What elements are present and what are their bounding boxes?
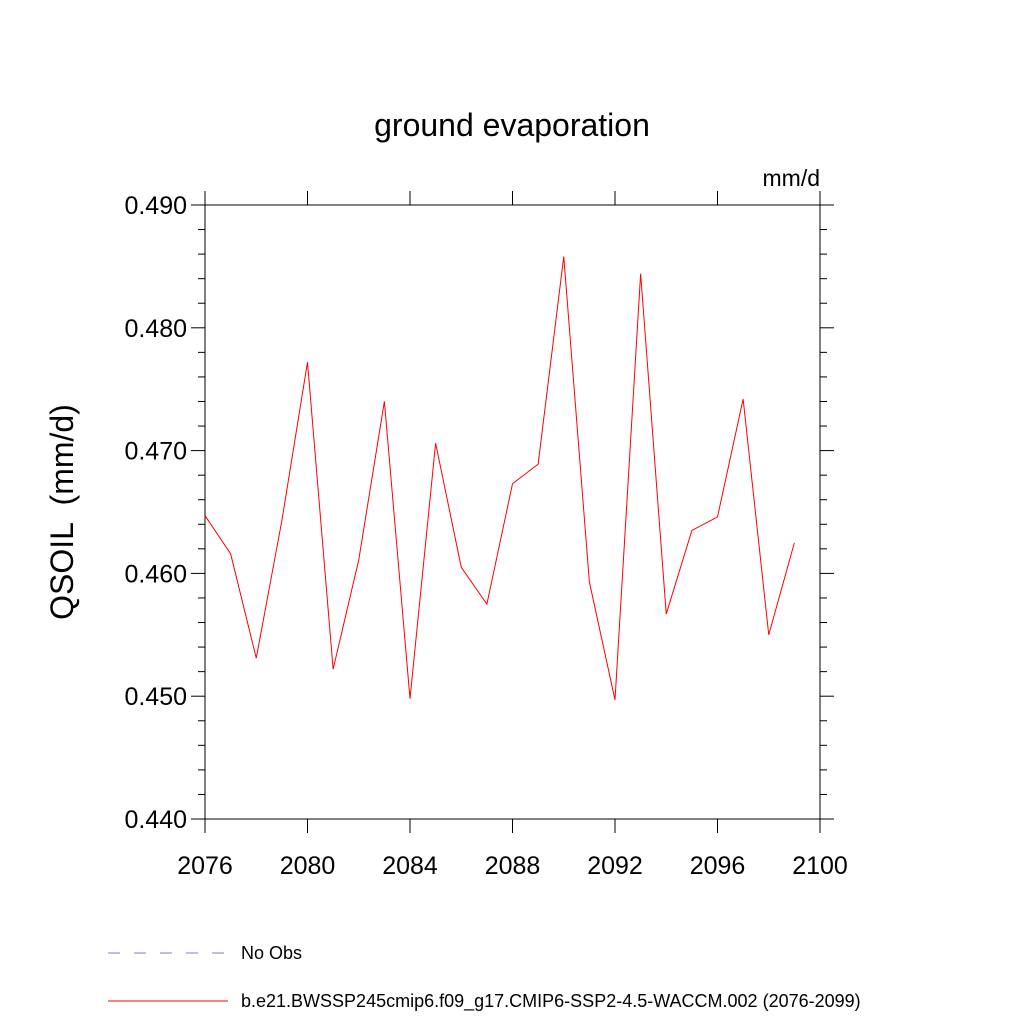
units-label: mm/d (763, 165, 821, 191)
chart-title: ground evaporation (374, 107, 650, 143)
x-tick-label: 2076 (177, 852, 233, 880)
x-tick-label: 2080 (280, 852, 336, 880)
x-tick-label: 2100 (792, 852, 848, 880)
x-tick-label: 2088 (485, 852, 541, 880)
series-line (204, 256, 795, 700)
y-tick-labels: 0.440 0.450 0.460 0.470 0.480 0.490 (124, 192, 187, 834)
tick-marks (191, 191, 834, 833)
y-tick-label: 0.470 (124, 438, 187, 466)
legend: No Obs b.e21.BWSSP245cmip6.f09_g17.CMIP6… (108, 943, 861, 1012)
y-tick-label: 0.440 (124, 806, 187, 834)
legend-label-no-obs: No Obs (241, 943, 302, 963)
plot-frame (204, 204, 821, 820)
y-tick-label: 0.490 (124, 192, 187, 220)
y-tick-label: 0.450 (124, 683, 187, 711)
y-tick-label: 0.480 (124, 315, 187, 343)
x-tick-label: 2092 (587, 852, 643, 880)
x-tick-labels: 2076 2080 2084 2088 2092 2096 2100 (177, 852, 848, 880)
y-tick-label: 0.460 (124, 560, 187, 588)
x-tick-label: 2096 (690, 852, 746, 880)
x-tick-label: 2084 (382, 852, 438, 880)
series-layer (204, 256, 795, 700)
y-axis-label: QSOIL (mm/d) (44, 404, 80, 620)
legend-label-model: b.e21.BWSSP245cmip6.f09_g17.CMIP6-SSP2-4… (241, 991, 861, 1012)
